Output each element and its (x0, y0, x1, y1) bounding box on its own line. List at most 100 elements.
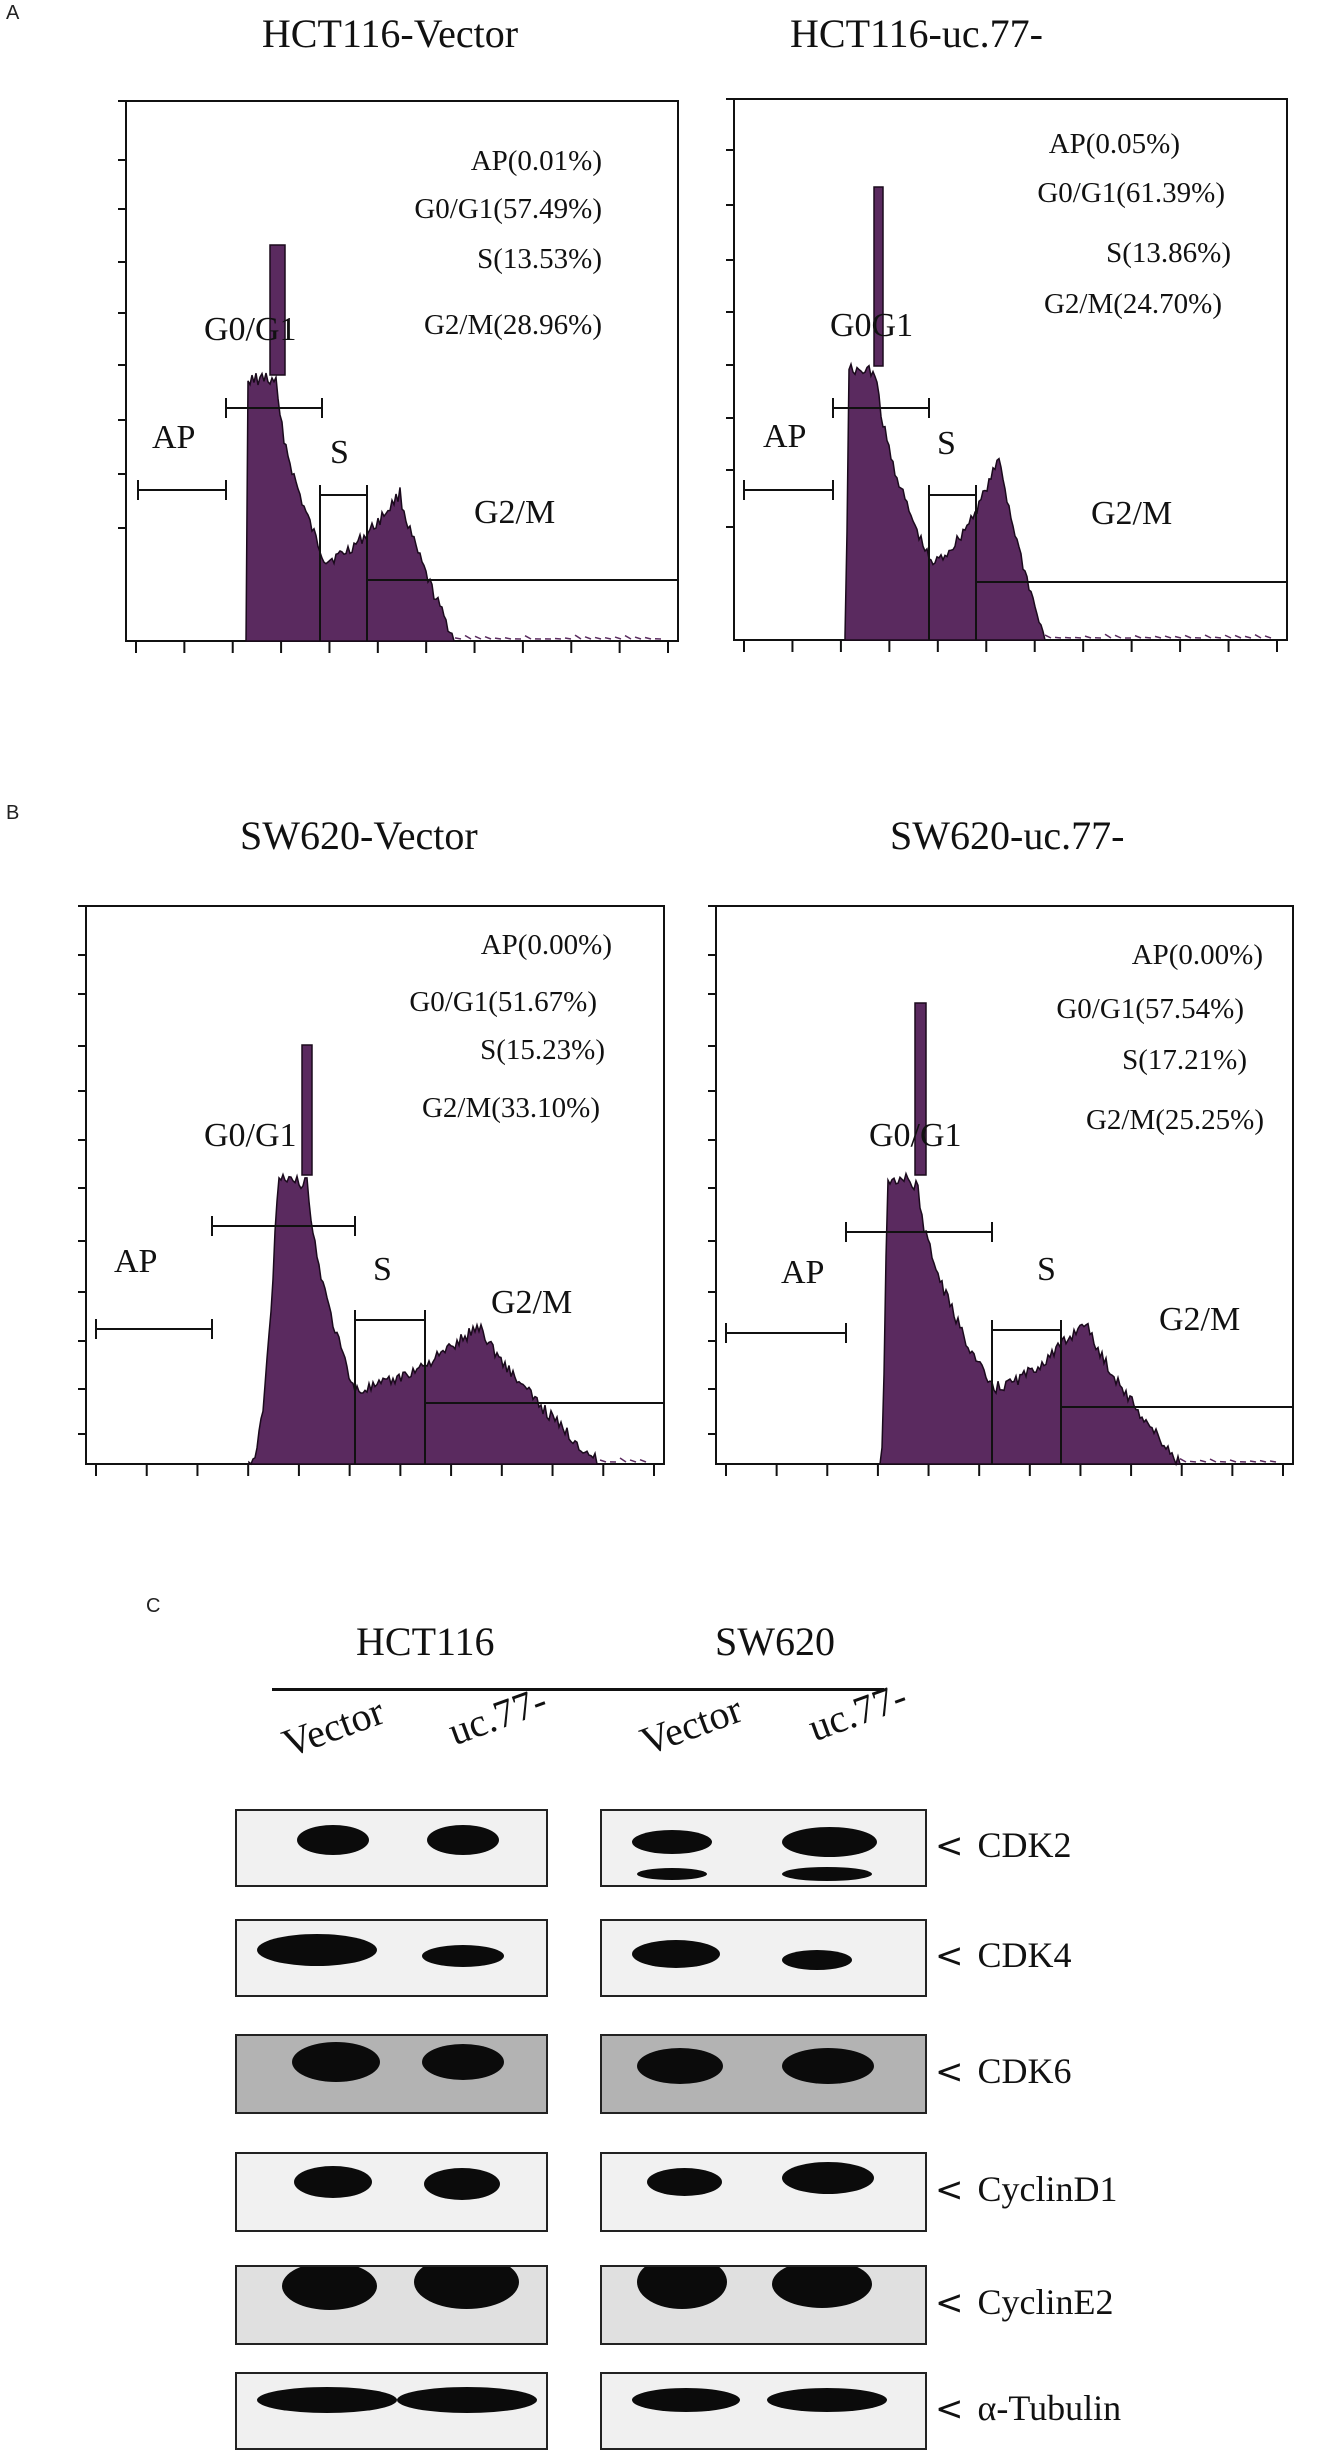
gate-label-ap: AP (763, 418, 806, 455)
protein-band (767, 2388, 887, 2412)
plot-frame (716, 906, 1293, 1464)
phase-percentage: AP(0.00%) (1132, 939, 1263, 971)
protein-name: CDK2 (978, 1825, 1072, 1865)
histogram-tail (575, 635, 581, 639)
blot-strip (600, 2152, 927, 2232)
histogram-tail (465, 635, 471, 639)
protein-name: CyclinD1 (978, 2169, 1118, 2209)
protein-band (632, 1940, 720, 1968)
arrow-left-icon: < (935, 2170, 964, 2210)
protein-label: < α-Tubulin (935, 2387, 1121, 2429)
blot-strip (600, 2034, 927, 2114)
phase-percentage: S(13.86%) (1106, 237, 1231, 269)
histogram-tail (595, 637, 601, 639)
protein-band (294, 2166, 372, 2198)
blot-strip (235, 2372, 548, 2450)
phase-percentage: G2/M(28.96%) (424, 309, 602, 341)
blot-strip (235, 1919, 548, 1997)
histogram-peak (302, 1045, 312, 1175)
gate-label-s: S (1037, 1251, 1056, 1288)
protein-band (282, 2265, 377, 2310)
protein-band (422, 1945, 504, 1967)
arrow-left-icon: < (935, 2052, 964, 2092)
histogram-tail (555, 638, 561, 639)
phase-percentage: G2/M(33.10%) (422, 1092, 600, 1124)
gate-label-ap: AP (152, 419, 195, 456)
protein-name: α-Tubulin (978, 2388, 1122, 2428)
protein-band (424, 2168, 500, 2200)
blot-strip (600, 1919, 927, 1997)
histogram (880, 1174, 1180, 1464)
histogram-tail (1045, 635, 1051, 638)
histogram-tail (525, 636, 531, 639)
protein-band (632, 1830, 712, 1854)
histogram-tail (600, 1460, 606, 1462)
phase-percentage: AP(0.01%) (471, 145, 602, 177)
histogram-tail (1055, 637, 1061, 638)
arrow-left-icon: < (935, 2283, 964, 2323)
gate-label-g2m: G2/M (491, 1284, 572, 1321)
wb-lane-label: Vector (276, 1687, 390, 1767)
phase-percentage: AP(0.05%) (1049, 128, 1180, 160)
blot-strip (600, 1809, 927, 1887)
protein-label: <CDK6 (935, 2050, 1072, 2092)
gate-label-ap: AP (781, 1254, 824, 1291)
phase-percentage: S(13.53%) (477, 243, 602, 275)
gate-label-g0g1: G0/G1 (204, 311, 297, 348)
gate-label-g0g1: G0/G1 (869, 1117, 962, 1154)
histogram-peak (270, 245, 285, 375)
gate-label-g0g1: G0G1 (830, 307, 913, 344)
blot-strip (235, 1809, 548, 1887)
histogram-tail (485, 637, 491, 639)
protein-band (637, 2048, 723, 2084)
gate-label-s: S (373, 1251, 392, 1288)
histogram-tail (1180, 1459, 1186, 1462)
protein-band (414, 2265, 519, 2309)
histogram-tail (630, 1460, 636, 1462)
protein-band (782, 1950, 852, 1970)
protein-band (422, 2044, 504, 2080)
histogram-tail (1225, 635, 1231, 638)
histogram-tail (495, 638, 501, 639)
histogram-tail (620, 1458, 626, 1462)
arrow-left-icon: < (935, 2389, 964, 2429)
protein-band (647, 2168, 722, 2196)
wb-group-label-hct116: HCT116 (356, 1618, 495, 1665)
gate-label-s: S (330, 434, 349, 471)
protein-label: <CDK2 (935, 1824, 1072, 1866)
phase-percentage: S(15.23%) (480, 1034, 605, 1066)
histogram-tail (1270, 1461, 1276, 1462)
phase-percentage: G2/M(25.25%) (1086, 1104, 1264, 1136)
histogram-tail (1265, 636, 1271, 638)
protein-band (257, 2387, 397, 2413)
phase-percentage: G0/G1(57.54%) (1056, 993, 1244, 1025)
panel-letter-c: C (146, 1595, 160, 1618)
histogram-tail (1145, 637, 1151, 638)
histogram-tail (505, 638, 511, 639)
phase-percentage: AP(0.00%) (481, 929, 612, 961)
histogram-tail (1190, 1461, 1196, 1462)
phase-percentage: S(17.21%) (1122, 1044, 1247, 1076)
protein-band (772, 2265, 872, 2308)
protein-band (637, 1868, 707, 1880)
protein-band (782, 2162, 874, 2194)
histogram-tail (1155, 636, 1161, 638)
phase-percentage: G0/G1(61.39%) (1037, 177, 1225, 209)
histogram (246, 373, 455, 641)
histogram-tail (1085, 636, 1091, 638)
histogram-tail (1115, 635, 1121, 638)
histogram-tail (1205, 635, 1211, 638)
protein-band (782, 2048, 874, 2084)
protein-label: <CyclinE2 (935, 2281, 1113, 2323)
protein-label: < CyclinD1 (935, 2168, 1118, 2210)
gate-label-ap: AP (114, 1243, 157, 1280)
flow-histogram-hct116-vector: APG0/G1SG2/MAP(0.01%)G0/G1(57.49%)S(13.5… (0, 0, 1339, 1560)
protein-label: <CDK4 (935, 1934, 1072, 1976)
blot-strip (235, 2034, 548, 2114)
gate-label-g2m: G2/M (474, 494, 555, 531)
protein-band (292, 2042, 380, 2082)
phase-percentage: G0/G1(51.67%) (409, 986, 597, 1018)
histogram-tail (1185, 635, 1191, 638)
histogram-tail (455, 638, 461, 639)
gate-label-g2m: G2/M (1159, 1301, 1240, 1338)
